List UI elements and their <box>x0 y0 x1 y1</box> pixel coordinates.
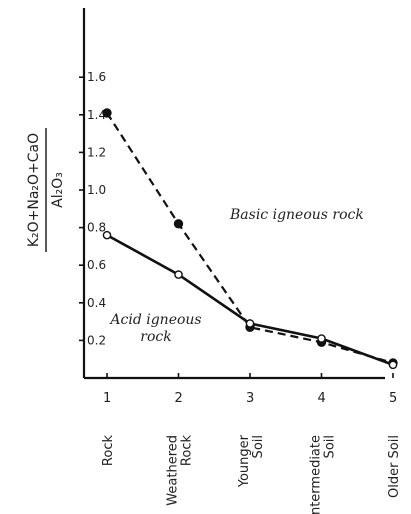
y-tick-label: 0.8 <box>87 221 106 235</box>
x-tick-label: 1 <box>103 391 111 406</box>
series-line <box>106 233 394 367</box>
category-label-line: Soil <box>323 435 338 458</box>
y-tick-label: 0.2 <box>87 333 106 347</box>
x-tick-label: 2 <box>175 391 183 406</box>
category-label: Older Soil <box>387 435 402 498</box>
category-label-line: Rock <box>101 435 116 467</box>
x-tick-label: 4 <box>318 391 326 406</box>
series-annotation-line: rock <box>140 329 171 345</box>
y-tick-label: 1.6 <box>87 70 106 84</box>
x-tick-label: 3 <box>246 391 254 406</box>
series-line <box>106 112 394 365</box>
y-axis-label: K₂O+Na₂O+CaO Al₂O₃ <box>26 128 66 252</box>
category-label-line: Rock <box>180 435 195 467</box>
category-label: Intermediate Soil <box>309 435 338 514</box>
y-tick-label: 1.2 <box>87 145 106 159</box>
y-axis-label-denominator: Al₂O₃ <box>50 172 66 208</box>
series-point <box>317 334 326 343</box>
series-annotation: Basic igneous rock <box>229 207 364 223</box>
series-annotation-line: Acid igneous <box>108 312 201 328</box>
series-point <box>173 219 184 229</box>
y-tick-label: 1.0 <box>87 183 106 197</box>
category-label-line: Intermediate <box>309 435 324 514</box>
category-label: Weathered Rock <box>166 435 195 506</box>
y-tick-label: 0.4 <box>87 296 106 310</box>
category-label-line: Soil <box>251 435 266 458</box>
series-point <box>388 360 398 370</box>
category-label: Younger Soil <box>237 434 266 488</box>
series-layer <box>102 108 398 370</box>
y-tick-label: 1.4 <box>87 108 106 122</box>
category-label: Rock <box>101 435 116 467</box>
category-label-line: Older Soil <box>387 435 402 498</box>
category-label-line: Younger <box>237 434 252 488</box>
series-annotation-line: Basic igneous rock <box>229 207 364 223</box>
y-axis-label-numerator: K₂O+Na₂O+CaO <box>26 133 42 247</box>
y-tick-label: 0.6 <box>87 258 106 272</box>
category-label-line: Weathered <box>166 435 181 506</box>
series-point <box>245 319 255 328</box>
series-point <box>174 270 183 279</box>
series-point <box>102 108 112 118</box>
x-tick-label: 5 <box>389 391 397 406</box>
series-point <box>102 230 112 240</box>
